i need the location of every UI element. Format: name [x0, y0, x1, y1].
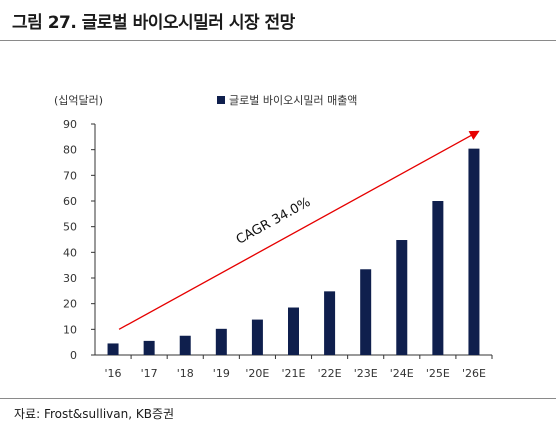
x-tick-label: '25E: [426, 367, 450, 380]
bar: [468, 148, 480, 355]
x-tick-label: '16: [105, 367, 122, 380]
bar: [107, 343, 119, 355]
y-tick-label: 80: [63, 144, 77, 157]
page-title: 그림 27. 글로벌 바이오시밀러 시장 전망: [12, 13, 295, 33]
legend-swatch: [217, 96, 225, 104]
y-tick-label: 40: [63, 246, 77, 259]
bar: [360, 269, 372, 355]
bar: [215, 328, 227, 355]
bar: [179, 335, 191, 355]
x-tick-label: '17: [141, 367, 158, 380]
bar: [288, 307, 299, 355]
y-tick-label: 0: [70, 349, 77, 362]
bar: [251, 319, 263, 355]
y-tick-label: 30: [63, 272, 77, 285]
bar-series: [107, 148, 480, 355]
y-tick-label: 50: [63, 221, 77, 234]
x-tick-label: '24E: [390, 367, 414, 380]
cagr-annotation-label: CAGR 34.0%: [234, 195, 313, 248]
bar: [396, 240, 408, 355]
y-axis-unit-label: (십억달러): [54, 94, 103, 107]
source-divider: [0, 398, 556, 399]
source-note: 자료: Frost&sullivan, KB증권: [14, 407, 175, 421]
x-tick-label: '26E: [462, 367, 486, 380]
y-axis-ticks: 0 10 20 30 40 50 60 70 80 90: [63, 118, 95, 362]
y-tick-label: 10: [63, 323, 77, 336]
cagr-trend-arrow: [118, 130, 480, 330]
x-tick-label: '20E: [245, 367, 269, 380]
bar: [432, 201, 444, 355]
x-tick-label: '21E: [282, 367, 306, 380]
y-tick-label: 90: [63, 118, 77, 131]
y-tick-label: 20: [63, 298, 77, 311]
y-tick-label: 70: [63, 169, 77, 182]
x-tick-label: '23E: [354, 367, 378, 380]
x-axis-tick-labels: '16 '17 '18 '19 '20E '21E '22E '23E '24E '25E '26E: [105, 355, 493, 380]
x-tick-label: '18: [177, 367, 194, 380]
x-tick-label: '22E: [318, 367, 342, 380]
title-divider: [0, 40, 556, 41]
x-tick-label: '19: [213, 367, 230, 380]
bar: [143, 340, 155, 355]
bar: [324, 291, 336, 355]
legend-label: 글로벌 바이오시밀러 매출액: [229, 94, 357, 107]
y-tick-label: 60: [63, 195, 77, 208]
